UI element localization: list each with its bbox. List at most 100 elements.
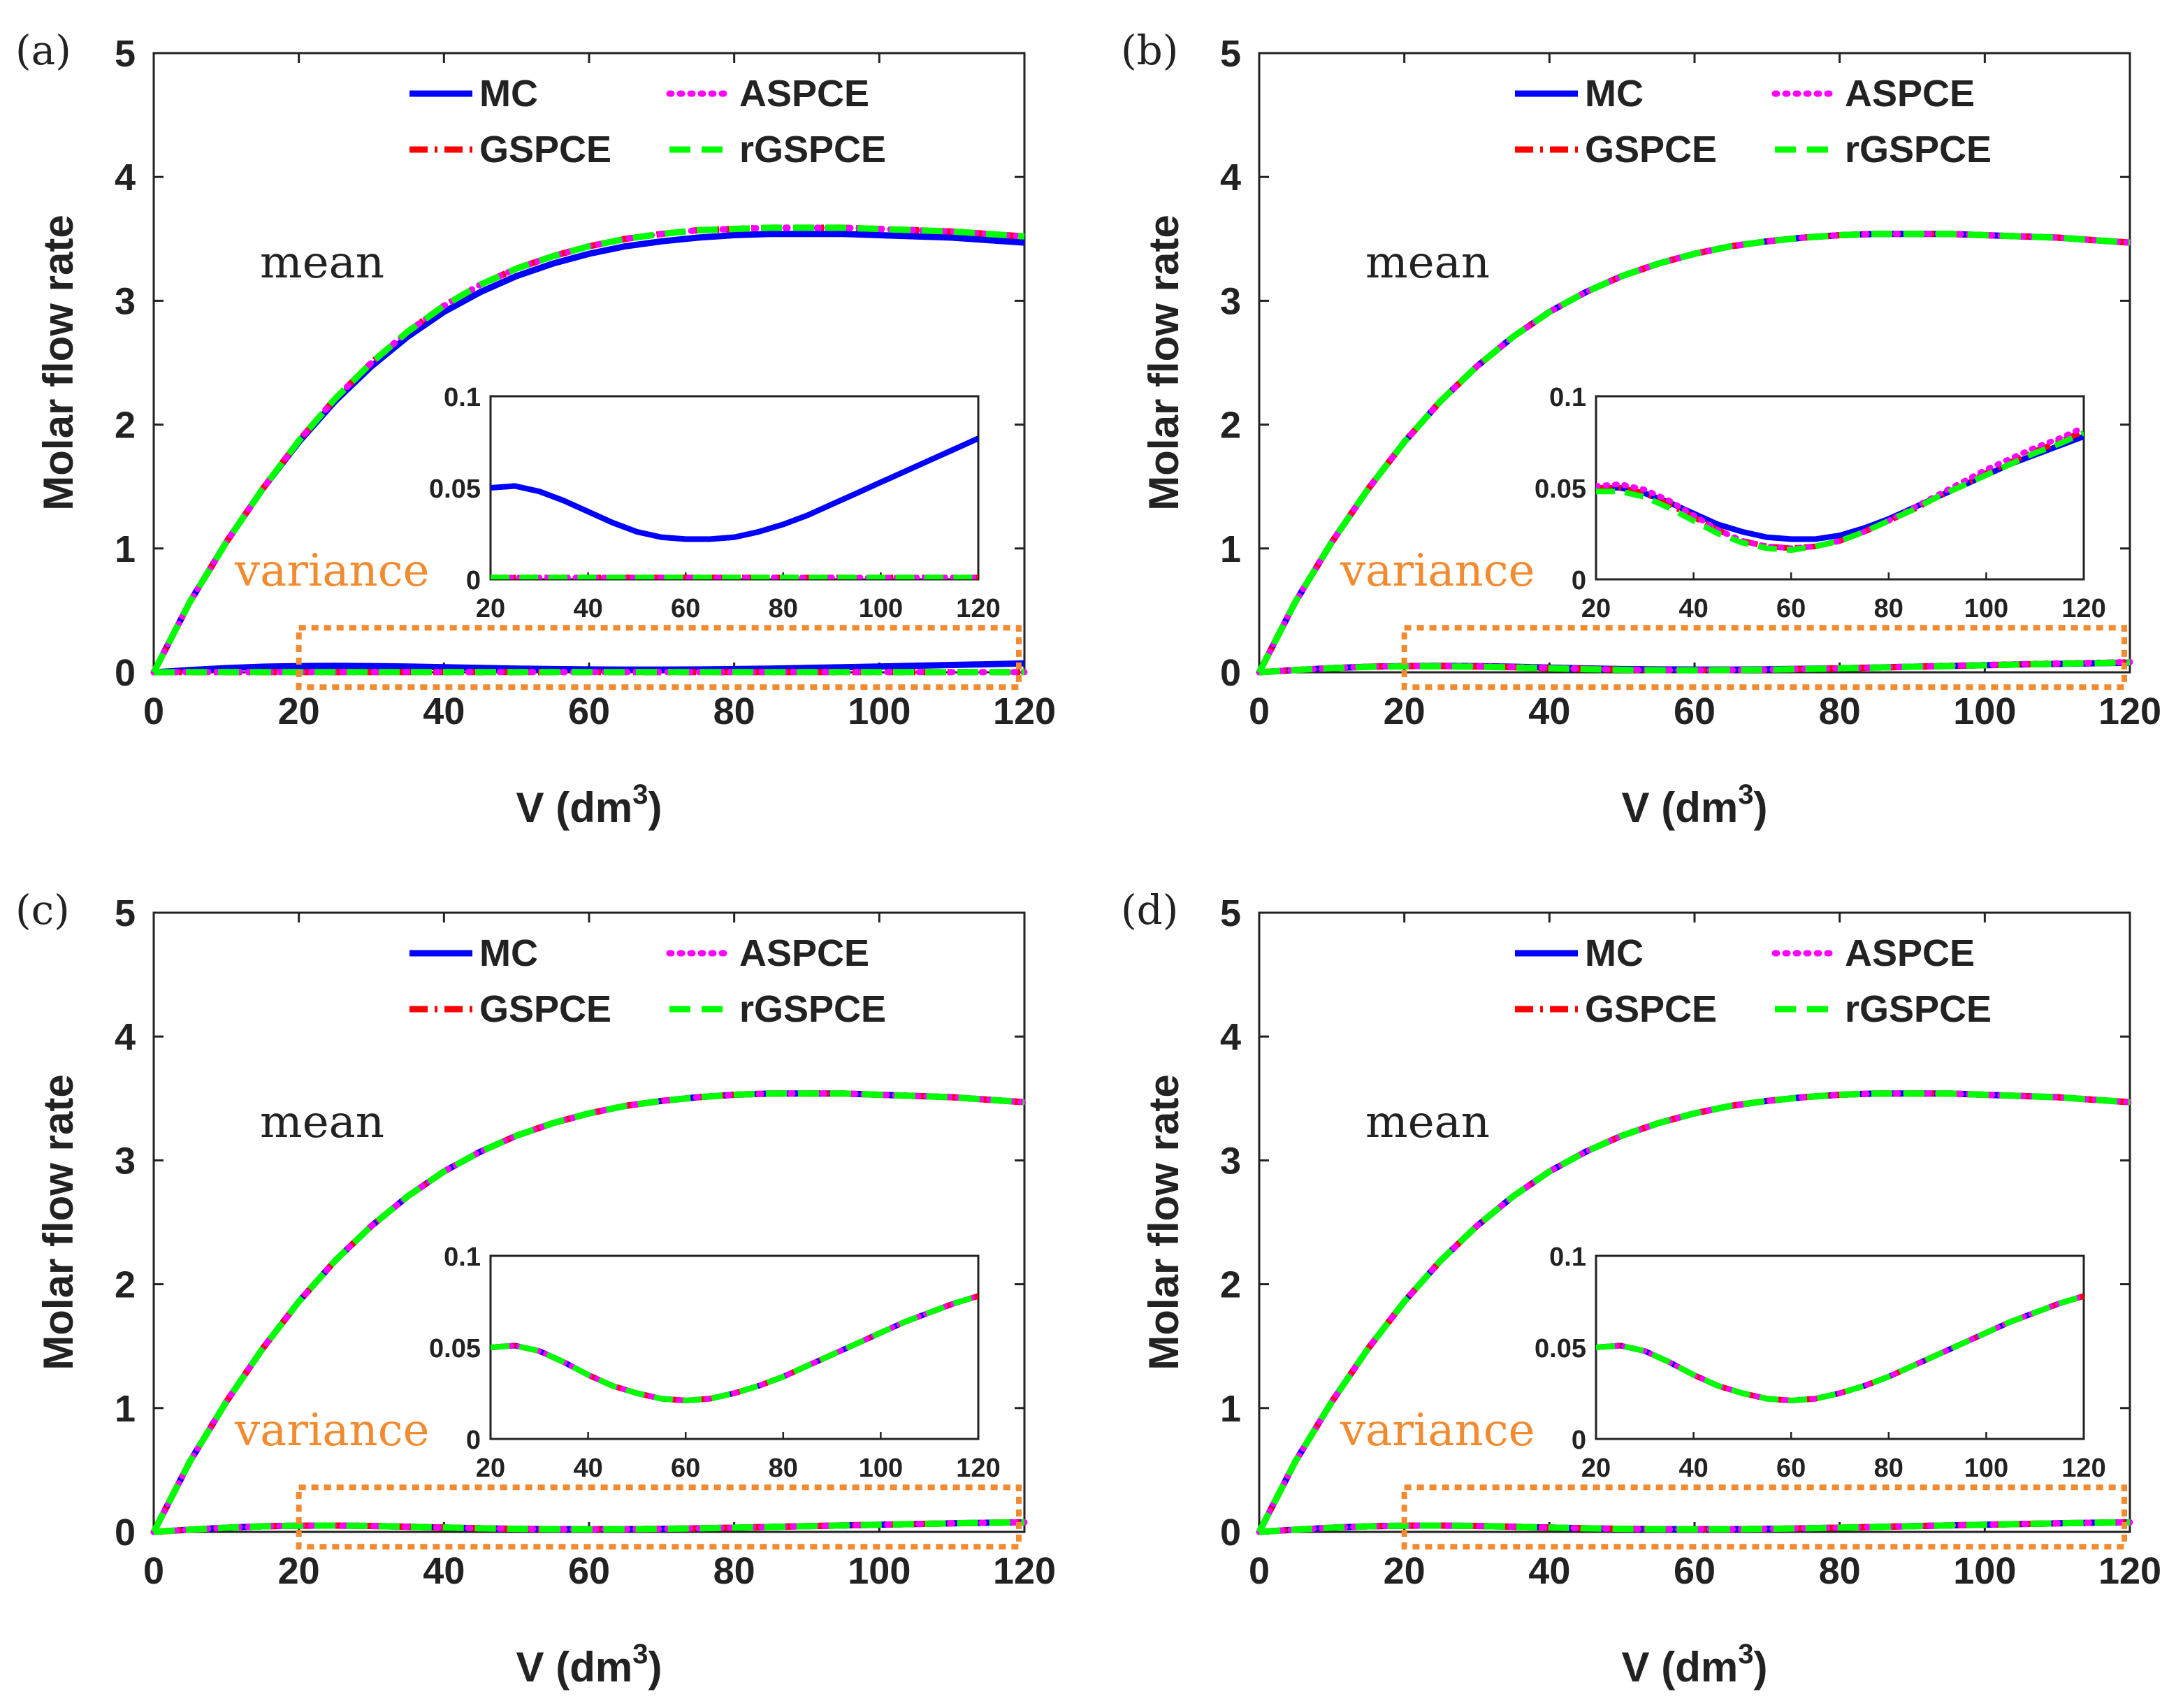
inset-plot: 20 40 60 80 100 120 0 0.05 0.1 (429, 383, 1001, 623)
mean-annotation: mean (1365, 1097, 1490, 1148)
inset-y-tick-label: 0 (1572, 1426, 1586, 1455)
y-tick-label: 3 (115, 1140, 136, 1182)
inset-curves (1596, 1293, 2084, 1404)
legend-label-aspce: ASPCE (1845, 73, 1975, 115)
inset-x-tick-label: 100 (1964, 594, 2008, 623)
x-tick-label: 120 (993, 1550, 1056, 1592)
inset-plot: 20 40 60 80 100 120 0 0.05 0.1 (1535, 383, 2106, 623)
panel-label: (d) (1121, 886, 1178, 934)
y-axis-label: Molar flow rate (1140, 1074, 1187, 1370)
inset-axes-box (489, 1254, 980, 1440)
y-tick-label: 1 (115, 528, 136, 570)
inset-y-tick-label: 0.05 (1535, 1334, 1586, 1363)
series-line-rgspce-mean (1256, 231, 2131, 674)
x-tick-label: 40 (1528, 1550, 1570, 1592)
x-tick-label: 40 (1528, 690, 1570, 732)
legend: MC ASPCE GSPCE rGSPCE (1515, 73, 1992, 171)
x-tick-label: 120 (2098, 1550, 2161, 1592)
y-tick-label: 4 (1220, 157, 1241, 198)
variance-annotation: variance (1340, 1405, 1535, 1456)
legend-label-mc: MC (1585, 73, 1644, 115)
inset-x-tick-label: 60 (1776, 594, 1806, 623)
inset-x-tick-label: 120 (956, 594, 1000, 623)
y-tick-label: 3 (115, 280, 136, 322)
legend-label-gspce: GSPCE (479, 988, 611, 1030)
x-tick-label: 100 (1953, 1550, 2016, 1592)
y-tick-label: 4 (115, 157, 136, 198)
panel-label: (c) (15, 886, 70, 934)
y-tick-label: 3 (1220, 1140, 1241, 1182)
legend-label-rgspce: rGSPCE (1845, 988, 1992, 1030)
inset-y-tick-label: 0 (466, 1426, 481, 1455)
inset-y-tick-label: 0 (466, 566, 481, 595)
x-tick-label: 0 (143, 690, 164, 732)
panel-label: (b) (1121, 27, 1178, 74)
mean-annotation: mean (1365, 237, 1490, 289)
inset-x-tick-label: 120 (2061, 1454, 2105, 1483)
variance-annotation: variance (234, 1405, 429, 1456)
x-axis-label: V (dm3) (1622, 1639, 1768, 1691)
inset-axes-box (1595, 1254, 2085, 1440)
x-tick-label: 40 (423, 690, 465, 732)
x-tick-label: 20 (1384, 1550, 1426, 1592)
mean-annotation: mean (260, 237, 384, 289)
inset-x-tick-label: 40 (1678, 594, 1708, 623)
inset-x-tick-label: 20 (1581, 594, 1611, 623)
legend-label-aspce: ASPCE (739, 73, 869, 115)
inset-plot: 20 40 60 80 100 120 0 0.05 0.1 (429, 1243, 1001, 1483)
inset-y-tick-label: 0.1 (1549, 383, 1586, 412)
inset-x-tick-label: 100 (1964, 1454, 2008, 1483)
x-tick-label: 100 (848, 690, 911, 732)
x-axis-label-close: ) (1753, 784, 1767, 831)
inset-series-line-aspce (1596, 424, 2084, 551)
legend: MC ASPCE GSPCE rGSPCE (409, 932, 886, 1030)
y-tick-label: 4 (1220, 1016, 1241, 1058)
legend-label-gspce: GSPCE (1585, 129, 1717, 171)
legend-label-aspce: ASPCE (1845, 932, 1975, 974)
inset-y-tick-label: 0.1 (444, 383, 481, 412)
inset-x-tick-label: 60 (671, 1454, 700, 1483)
inset-x-tick-label: 60 (671, 594, 700, 623)
x-tick-label: 60 (568, 1550, 610, 1592)
legend-label-gspce: GSPCE (1585, 988, 1717, 1030)
inset-x-tick-label: 20 (476, 594, 505, 623)
x-tick-label: 100 (1953, 690, 2016, 732)
y-tick-label: 5 (1220, 892, 1241, 934)
x-axis-label: V (dm3) (516, 1639, 662, 1691)
y-axis-label: Molar flow rate (35, 1074, 82, 1370)
x-tick-label: 20 (278, 690, 320, 732)
inset-y-tick-label: 0.05 (429, 475, 481, 504)
legend-label-rgspce: rGSPCE (1845, 129, 1992, 171)
inset-y-tick-label: 0.1 (1549, 1243, 1586, 1272)
x-axis-label-superscript: 3 (1738, 1639, 1753, 1670)
x-tick-label: 100 (848, 1550, 911, 1592)
inset-series-line-aspce (1596, 1293, 2084, 1404)
inset-curves (491, 435, 978, 579)
y-tick-label: 2 (1220, 405, 1241, 447)
inset-x-tick-label: 40 (573, 1454, 602, 1483)
x-axis-label-text: V (dm (516, 1644, 633, 1691)
series-line-rgspce-variance (153, 1519, 1025, 1535)
inset-x-tick-label: 60 (1776, 1454, 1806, 1483)
inset-y-tick-label: 0.05 (1535, 475, 1586, 504)
legend-label-rgspce: rGSPCE (739, 988, 886, 1030)
x-axis-label-close: ) (648, 784, 662, 831)
y-axis-label: Molar flow rate (35, 215, 82, 510)
inset-x-tick-label: 40 (1678, 1454, 1708, 1483)
x-axis-label-close: ) (1753, 1644, 1767, 1691)
mean-annotation: mean (260, 1097, 384, 1148)
inset-x-tick-label: 80 (1874, 1454, 1903, 1483)
inset-series-line-aspce (491, 1293, 978, 1404)
x-tick-label: 60 (1674, 1550, 1716, 1592)
x-tick-label: 80 (1819, 690, 1861, 732)
inset-x-tick-label: 20 (476, 1454, 505, 1483)
inset-axes-box (1595, 395, 2085, 581)
x-tick-label: 120 (2098, 690, 2161, 732)
y-tick-label: 1 (1220, 528, 1241, 570)
series-line-rgspce-mean (150, 224, 1025, 674)
x-tick-label: 80 (713, 1550, 755, 1592)
